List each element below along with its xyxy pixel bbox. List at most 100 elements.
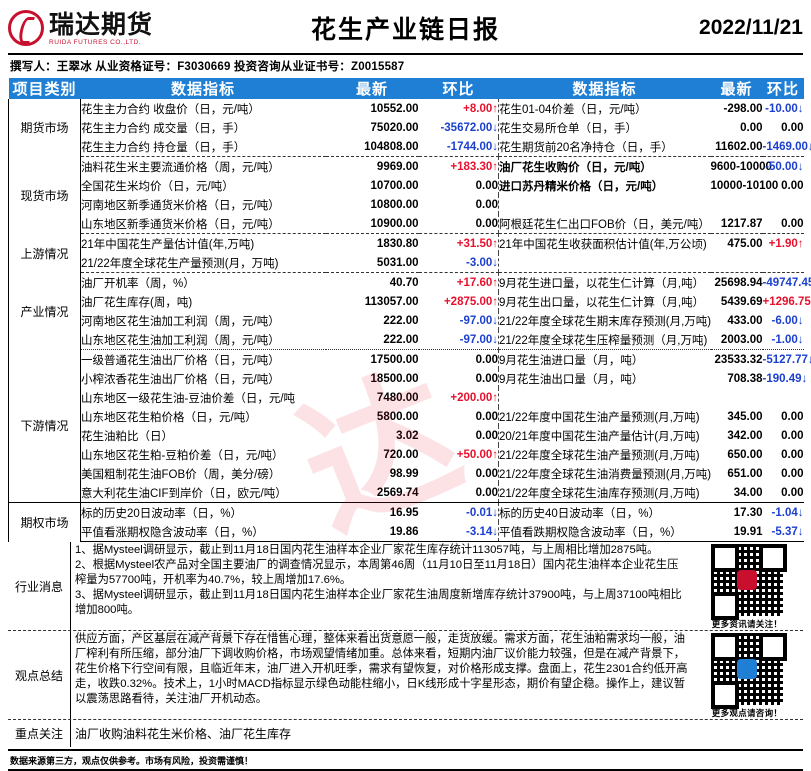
latest-left: 19.86 <box>325 522 419 542</box>
change-left: -0.01↓ <box>418 502 499 522</box>
indicator-right <box>498 388 711 407</box>
change-left: +17.60↑ <box>456 276 498 289</box>
indicator-right: 进口苏丹精米价格（日，元/吨） <box>498 176 711 195</box>
focus-text: 油厂收购油料花生米价格、油厂花生库存 <box>75 727 292 741</box>
indicator-right: 9月花生油进口量（月，吨） <box>498 349 711 369</box>
change-right: 0.00 <box>781 179 804 192</box>
indicator-left: 油料花生米主要流通价格（周，元/吨） <box>81 161 280 174</box>
indicator-right: 9月花生进口量，以花生仁计算（月,吨） <box>498 272 711 292</box>
table-body: 期货市场 花生主力合约 收盘价（日，元/吨） 10552.00 +8.00↑ 花生01-… <box>8 99 811 542</box>
focus-block: 重点关注 油厂收购油料花生米价格、油厂花生库存 <box>8 719 803 747</box>
indicator-left: 花生主力合约 成交量（日，手） <box>81 122 246 135</box>
table-row: 山东地区花生油加工利润（周，元/吨） 222.00 -97.00↓ 21/22年度全球… <box>9 330 804 350</box>
change-right: 0.00 <box>762 214 804 234</box>
indicator-right: 20/21年度中国花生油产量估计(月,万吨) <box>498 426 711 445</box>
indicator-right: 21/22年度中国花生油产量预测(月,万吨) <box>498 407 711 426</box>
latest-right: 342.00 <box>727 429 763 442</box>
company-name-en: RUIDA FUTURES CO.,LTD. <box>49 38 142 46</box>
latest-right: 17.30 <box>710 502 763 522</box>
indicator-right: 21/22年度全球花生油消费量预测(月,万吨) <box>498 464 711 483</box>
change-right <box>763 388 804 407</box>
author-line: 撰写人：王翠冰 从业资格证号：F3030669 投资咨询从业证书号：Z00155… <box>10 61 405 73</box>
change-left: -97.00↓ <box>418 330 499 350</box>
indicator-left: 花生主力合约 持仓量（日，手） <box>80 137 326 157</box>
latest-right: -298.00 <box>723 102 763 115</box>
page-title: 花生产业链日报 <box>310 16 500 44</box>
indicator-right: 21/22年度全球花生油库存预测(月,万吨) <box>498 483 711 503</box>
change-left: 0.00 <box>475 410 498 423</box>
indicator-right: 21/22年度全球花生期末库存预测(月,万吨) <box>498 311 711 330</box>
indicator-left: 山东地区花生粕-豆粕价差（日，元/吨） <box>81 449 284 462</box>
indicator-left: 小榨浓香花生油出厂价格（日，元/吨） <box>81 373 280 386</box>
change-right: +1.90↑ <box>768 237 804 250</box>
indicator-left: 标的历史20日波动率（日，%） <box>80 502 326 522</box>
indicator-right: 21/22年度全球花生油产量预测(月,万吨) <box>498 445 711 464</box>
table-header-row: 项目类别 数据指标 最新 环比 数据指标 最新 环比 <box>8 78 804 99</box>
summary-label: 观点总结 <box>8 631 71 719</box>
table-row: 山东地区新季通货米价格（日，元/吨） 10900.00 0.00 阿根廷花生仁出口FO… <box>9 214 804 234</box>
change-left: +8.00↑ <box>463 102 498 115</box>
report-page: 达 瑞达期货 RUIDA FUTURES CO.,LTD. 花生产业链日报 20… <box>0 0 811 711</box>
table-row: 山东地区花生粕价格（日，元/吨） 5800.00 0.00 21/22年度中国花生油产… <box>9 407 804 426</box>
indicator-left: 21/22年度全球花生产量预测(月，万吨) <box>80 253 326 273</box>
change-left: 0.00 <box>475 372 498 385</box>
report-date: 2022/11/21 <box>699 16 803 39</box>
indicator-right: 花生期货前20名净持仓（日，手） <box>498 137 711 157</box>
table-row: 意大利花生油CIF到岸价（日，欧元/吨） 2569.74 0.00 21/22年度全球… <box>9 483 804 503</box>
category-cell: 期货市场 <box>8 99 81 157</box>
table-row: 油厂花生库存(周，吨) 113057.00 +2875.00↑ 9月花生出口量，以花生… <box>9 292 811 311</box>
table-row: 山东地区一级花生油-豆油价差（日，元/吨 7480.00 +200.00↑ <box>9 388 804 407</box>
indicator-right <box>498 253 711 273</box>
latest-right: 475.00 <box>727 237 763 250</box>
change-left: 0.00 <box>475 353 498 366</box>
qr-code-news-icon[interactable] <box>711 544 787 620</box>
summary-qr-block: 更多观点请咨询！ <box>691 631 803 719</box>
change-left: +31.50↑ <box>456 237 498 250</box>
latest-left: 5031.00 <box>325 253 419 273</box>
table-row: 花生主力合约 成交量（日，手） 75020.00 -35672.00↓ 花生交易所仓单… <box>9 118 804 137</box>
indicator-left: 山东地区花生粕价格（日，元/吨） <box>81 411 257 424</box>
table-row: 期权市场 标的历史20日波动率（日，%） 16.95 -0.01↓ 标的历史40日波动率… <box>8 502 804 542</box>
latest-right <box>711 388 763 407</box>
change-right <box>762 253 804 273</box>
change-left: 0.00 <box>475 429 498 442</box>
category-cell: 期权市场 <box>8 502 81 542</box>
focus-label: 重点关注 <box>8 720 71 747</box>
latest-right: 2003.00 <box>710 330 763 350</box>
th-indicator-right: 数据指标 <box>498 78 711 99</box>
data-table: 项目类别 数据指标 最新 环比 数据指标 最新 环比 期货市场 花生主力合约 收盘… <box>8 78 811 542</box>
indicator-left: 花生主力合约 收盘价（日，元/吨） <box>81 103 260 116</box>
change-right: 0.00 <box>781 448 804 461</box>
indicator-right: 平值看跌期权隐含波动率（日，%） <box>498 522 711 542</box>
change-right <box>763 195 804 214</box>
indicator-left: 美国粗制花生油FOB价（周，美分/磅） <box>81 468 281 481</box>
indicator-left: 一级普通花生油出厂价格（日，元/吨） <box>81 354 280 367</box>
latest-right <box>710 253 763 273</box>
latest-left: 113057.00 <box>364 295 419 308</box>
change-right: -10.00↓ <box>765 102 804 115</box>
change-right: -1.00↓ <box>762 330 804 350</box>
latest-right: 5439.69 <box>720 295 763 308</box>
change-left: 0.00 <box>475 179 498 192</box>
latest-right: 19.91 <box>710 522 763 542</box>
latest-right: 34.00 <box>710 483 763 503</box>
th-latest-left: 最新 <box>325 78 419 99</box>
latest-right: 650.00 <box>727 448 763 461</box>
latest-right: 0.00 <box>740 121 763 134</box>
news-qr-caption: 更多资讯请关注！ <box>711 619 783 629</box>
change-left: -1744.00↓ <box>418 137 499 157</box>
change-right: 0.00 <box>781 121 804 134</box>
latest-left: 9969.00 <box>376 160 419 173</box>
qr-code-consult-icon[interactable] <box>711 633 787 709</box>
change-right: -1.04↓ <box>762 502 804 522</box>
table-row: 花生油粕比（日） 3.02 0.00 20/21年度中国花生油产量估计(月,万吨) 34… <box>9 426 804 445</box>
th-change-right: 环比 <box>762 78 804 99</box>
indicator-right <box>498 195 711 214</box>
latest-left: 10552.00 <box>370 102 419 115</box>
table-row: 产业情况 油厂开机率（周，%） 40.70 +17.60↑ 9月花生进口量，以花生仁计算… <box>8 272 811 350</box>
indicator-right: 21年中国花生收获面积估计值(年,万公顷) <box>498 233 711 253</box>
latest-right: 651.00 <box>727 467 763 480</box>
latest-left: 2569.74 <box>325 483 419 503</box>
category-cell: 产业情况 <box>8 272 81 350</box>
table-row: 小榨浓香花生油出厂价格（日，元/吨） 18500.00 0.00 9月花生油出口量（月… <box>9 369 807 388</box>
